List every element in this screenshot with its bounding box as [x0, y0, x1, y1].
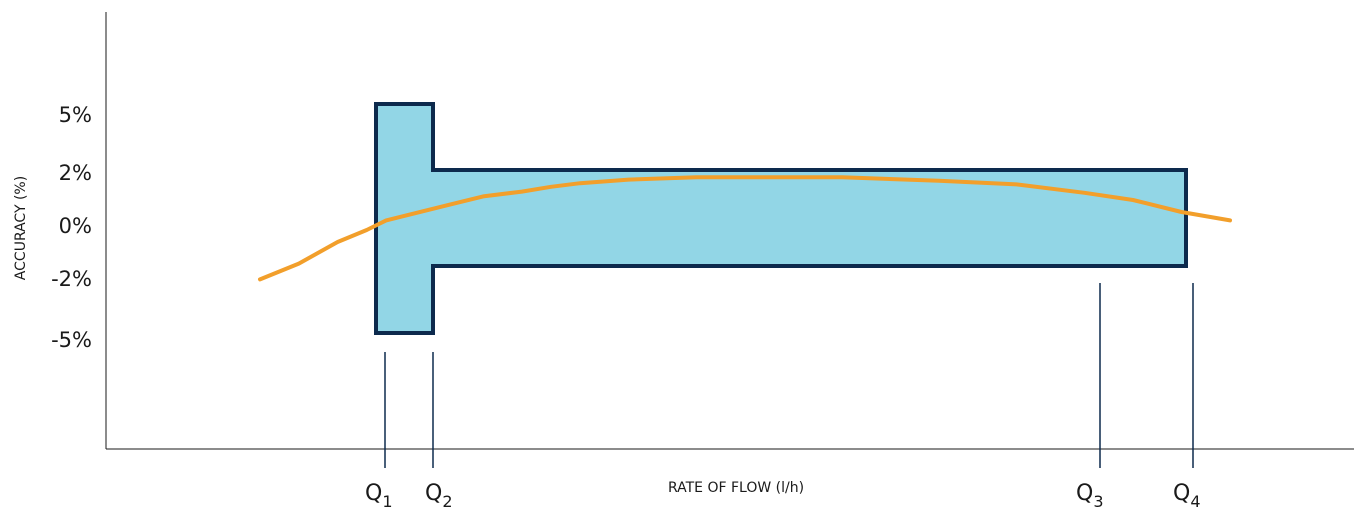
- q1-label: Q1: [365, 481, 393, 511]
- q3-label: Q3: [1076, 481, 1104, 511]
- y-tick-label: 5%: [59, 103, 92, 127]
- accuracy-curve-series: [258, 175, 1232, 282]
- x-axis-title: RATE OF FLOW (l/h): [668, 480, 804, 496]
- q2-label: Q2: [425, 481, 453, 511]
- y-tick-label: -5%: [51, 328, 92, 352]
- y-tick-label: 2%: [59, 161, 92, 185]
- q4-label: Q4: [1173, 481, 1201, 511]
- tolerance-envelope: [374, 102, 1188, 335]
- y-tick-label: -2%: [51, 267, 92, 291]
- y-tick-label: 0%: [59, 214, 92, 238]
- y-axis-title: ACCURACY (%): [13, 176, 29, 280]
